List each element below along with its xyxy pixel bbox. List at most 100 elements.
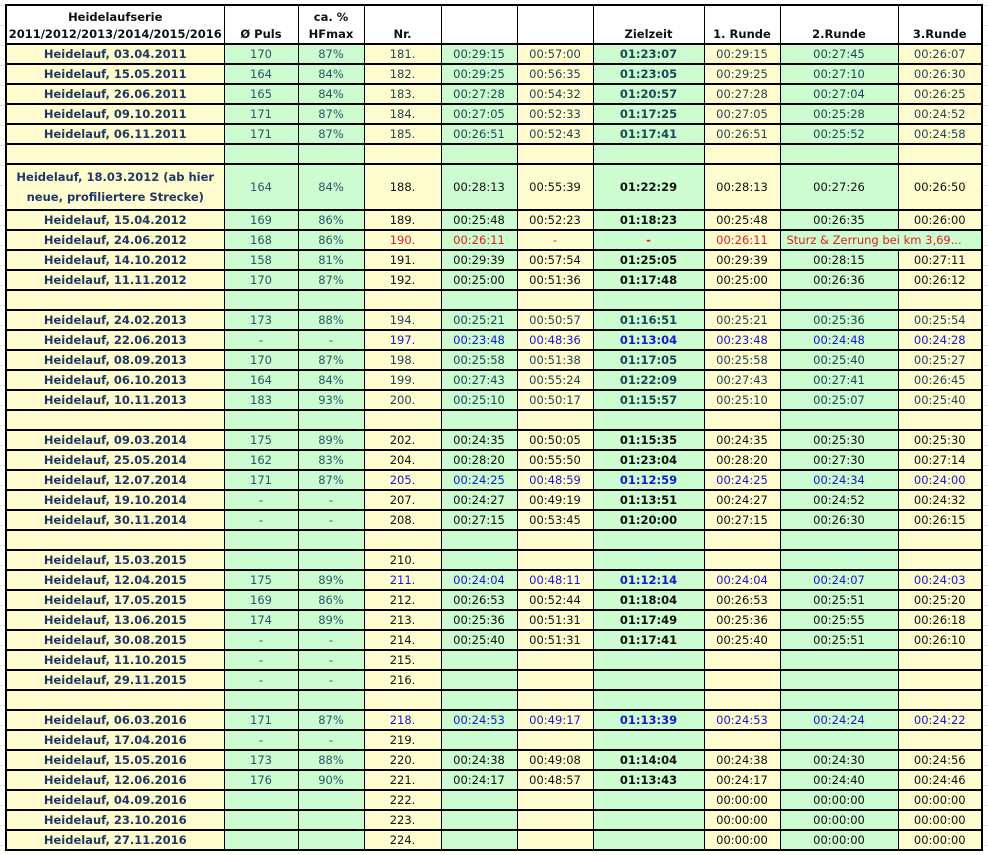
note-cell[interactable]: Sturz & Zerrung bei km 3,69... (779, 229, 983, 251)
finish-time-cell[interactable]: - (592, 229, 705, 251)
pulse-cell[interactable] (223, 289, 299, 311)
split-1-cell[interactable]: 00:28:20 (440, 449, 518, 471)
split-1-cell[interactable]: 00:25:10 (440, 389, 518, 411)
lap-2-cell[interactable]: 00:27:41 (779, 369, 899, 391)
pulse-cell[interactable]: - (223, 489, 299, 511)
lap-1-cell[interactable]: 00:25:00 (703, 269, 781, 291)
lap-1-cell[interactable]: 00:25:48 (703, 209, 781, 231)
split-1-cell[interactable]: 00:26:51 (440, 123, 518, 145)
lap-2-cell[interactable]: 00:00:00 (779, 829, 899, 851)
lap-2-cell[interactable]: 00:25:36 (779, 309, 899, 331)
finish-time-cell[interactable]: 01:23:07 (592, 43, 705, 65)
race-name-cell[interactable]: Heidelauf, 25.05.2014 (5, 449, 225, 471)
lap-2-cell[interactable]: 00:25:28 (779, 103, 899, 125)
lap-3-cell[interactable] (897, 649, 983, 671)
finish-time-cell[interactable] (592, 529, 705, 551)
race-number-cell[interactable] (363, 289, 442, 311)
header-pulse[interactable]: Ø Puls (223, 4, 299, 45)
lap-2-cell[interactable] (779, 649, 899, 671)
hfmax-cell[interactable] (297, 789, 365, 811)
lap-2-cell[interactable] (779, 689, 899, 711)
lap-2-cell[interactable]: 00:24:30 (779, 749, 899, 771)
race-number-cell[interactable]: 216. (363, 669, 442, 691)
race-number-cell[interactable]: 221. (363, 769, 442, 791)
race-number-cell[interactable]: 212. (363, 589, 442, 611)
lap-1-cell[interactable]: 00:24:17 (703, 769, 781, 791)
split-1-cell[interactable]: 00:25:21 (440, 309, 518, 331)
pulse-cell[interactable]: 162 (223, 449, 299, 471)
split-2-cell[interactable]: 00:55:39 (516, 163, 594, 211)
finish-time-cell[interactable] (592, 809, 705, 831)
race-name-cell[interactable]: Heidelauf, 03.04.2011 (5, 43, 225, 65)
finish-time-cell[interactable]: 01:17:25 (592, 103, 705, 125)
hfmax-cell[interactable]: 88% (297, 749, 365, 771)
lap-2-cell[interactable]: 00:24:24 (779, 709, 899, 731)
split-1-cell[interactable]: 00:25:40 (440, 629, 518, 651)
split-2-cell[interactable] (516, 143, 594, 165)
lap-2-cell[interactable]: 00:25:07 (779, 389, 899, 411)
lap-3-cell[interactable]: 00:24:03 (897, 569, 983, 591)
race-name-cell[interactable]: Heidelauf, 30.08.2015 (5, 629, 225, 651)
lap-3-cell[interactable]: 00:25:40 (897, 389, 983, 411)
lap-3-cell[interactable]: 00:24:52 (897, 103, 983, 125)
pulse-cell[interactable]: 169 (223, 209, 299, 231)
split-2-cell[interactable]: 00:50:05 (516, 429, 594, 451)
split-1-cell[interactable]: 00:27:28 (440, 83, 518, 105)
split-1-cell[interactable]: 00:24:53 (440, 709, 518, 731)
race-name-cell[interactable]: Heidelauf, 27.11.2016 (5, 829, 225, 851)
split-1-cell[interactable]: 00:29:15 (440, 43, 518, 65)
hfmax-cell[interactable]: 81% (297, 249, 365, 271)
race-name-cell[interactable]: Heidelauf, 30.11.2014 (5, 509, 225, 531)
finish-time-cell[interactable] (592, 689, 705, 711)
split-2-cell[interactable] (516, 529, 594, 551)
split-1-cell[interactable]: 00:23:48 (440, 329, 518, 351)
split-1-cell[interactable] (440, 289, 518, 311)
lap-2-cell[interactable]: 00:27:30 (779, 449, 899, 471)
finish-time-cell[interactable]: 01:13:39 (592, 709, 705, 731)
pulse-cell[interactable] (223, 549, 299, 571)
split-1-cell[interactable]: 00:24:35 (440, 429, 518, 451)
split-2-cell[interactable]: - (516, 229, 594, 251)
race-number-cell[interactable]: 205. (363, 469, 442, 491)
lap-1-cell[interactable]: 00:29:15 (703, 43, 781, 65)
race-name-cell[interactable]: Heidelauf, 24.02.2013 (5, 309, 225, 331)
pulse-cell[interactable]: 170 (223, 43, 299, 65)
race-number-cell[interactable]: 219. (363, 729, 442, 751)
race-number-cell[interactable]: 191. (363, 249, 442, 271)
race-number-cell[interactable]: 222. (363, 789, 442, 811)
hfmax-cell[interactable]: 87% (297, 123, 365, 145)
hfmax-cell[interactable]: 93% (297, 389, 365, 411)
lap-2-cell[interactable]: 00:00:00 (779, 809, 899, 831)
finish-time-cell[interactable]: 01:17:49 (592, 609, 705, 631)
hfmax-cell[interactable]: 87% (297, 349, 365, 371)
lap-1-cell[interactable]: 00:29:39 (703, 249, 781, 271)
split-2-cell[interactable]: 00:48:59 (516, 469, 594, 491)
lap-1-cell[interactable]: 00:26:51 (703, 123, 781, 145)
split-1-cell[interactable]: 00:25:58 (440, 349, 518, 371)
hfmax-cell[interactable]: - (297, 489, 365, 511)
race-number-cell[interactable]: 223. (363, 809, 442, 831)
lap-3-cell[interactable]: 00:25:20 (897, 589, 983, 611)
split-2-cell[interactable]: 00:55:24 (516, 369, 594, 391)
race-name-cell[interactable] (5, 529, 225, 551)
hfmax-cell[interactable]: - (297, 669, 365, 691)
lap-3-cell[interactable]: 00:24:46 (897, 769, 983, 791)
split-2-cell[interactable]: 00:53:45 (516, 509, 594, 531)
lap-3-cell[interactable]: 00:26:45 (897, 369, 983, 391)
finish-time-cell[interactable]: 01:14:04 (592, 749, 705, 771)
race-name-cell[interactable] (5, 143, 225, 165)
split-2-cell[interactable]: 00:48:57 (516, 769, 594, 791)
race-number-cell[interactable] (363, 689, 442, 711)
lap-2-cell[interactable] (779, 669, 899, 691)
race-name-cell[interactable]: Heidelauf, 09.10.2011 (5, 103, 225, 125)
finish-time-cell[interactable] (592, 649, 705, 671)
lap-1-cell[interactable] (703, 689, 781, 711)
header-lap-1[interactable]: 1. Runde (703, 4, 781, 45)
lap-2-cell[interactable]: 00:27:10 (779, 63, 899, 85)
lap-2-cell[interactable]: 00:26:30 (779, 509, 899, 531)
split-1-cell[interactable]: 00:26:53 (440, 589, 518, 611)
lap-3-cell[interactable]: 00:24:56 (897, 749, 983, 771)
lap-3-cell[interactable] (897, 689, 983, 711)
split-1-cell[interactable]: 00:27:05 (440, 103, 518, 125)
pulse-cell[interactable]: - (223, 729, 299, 751)
